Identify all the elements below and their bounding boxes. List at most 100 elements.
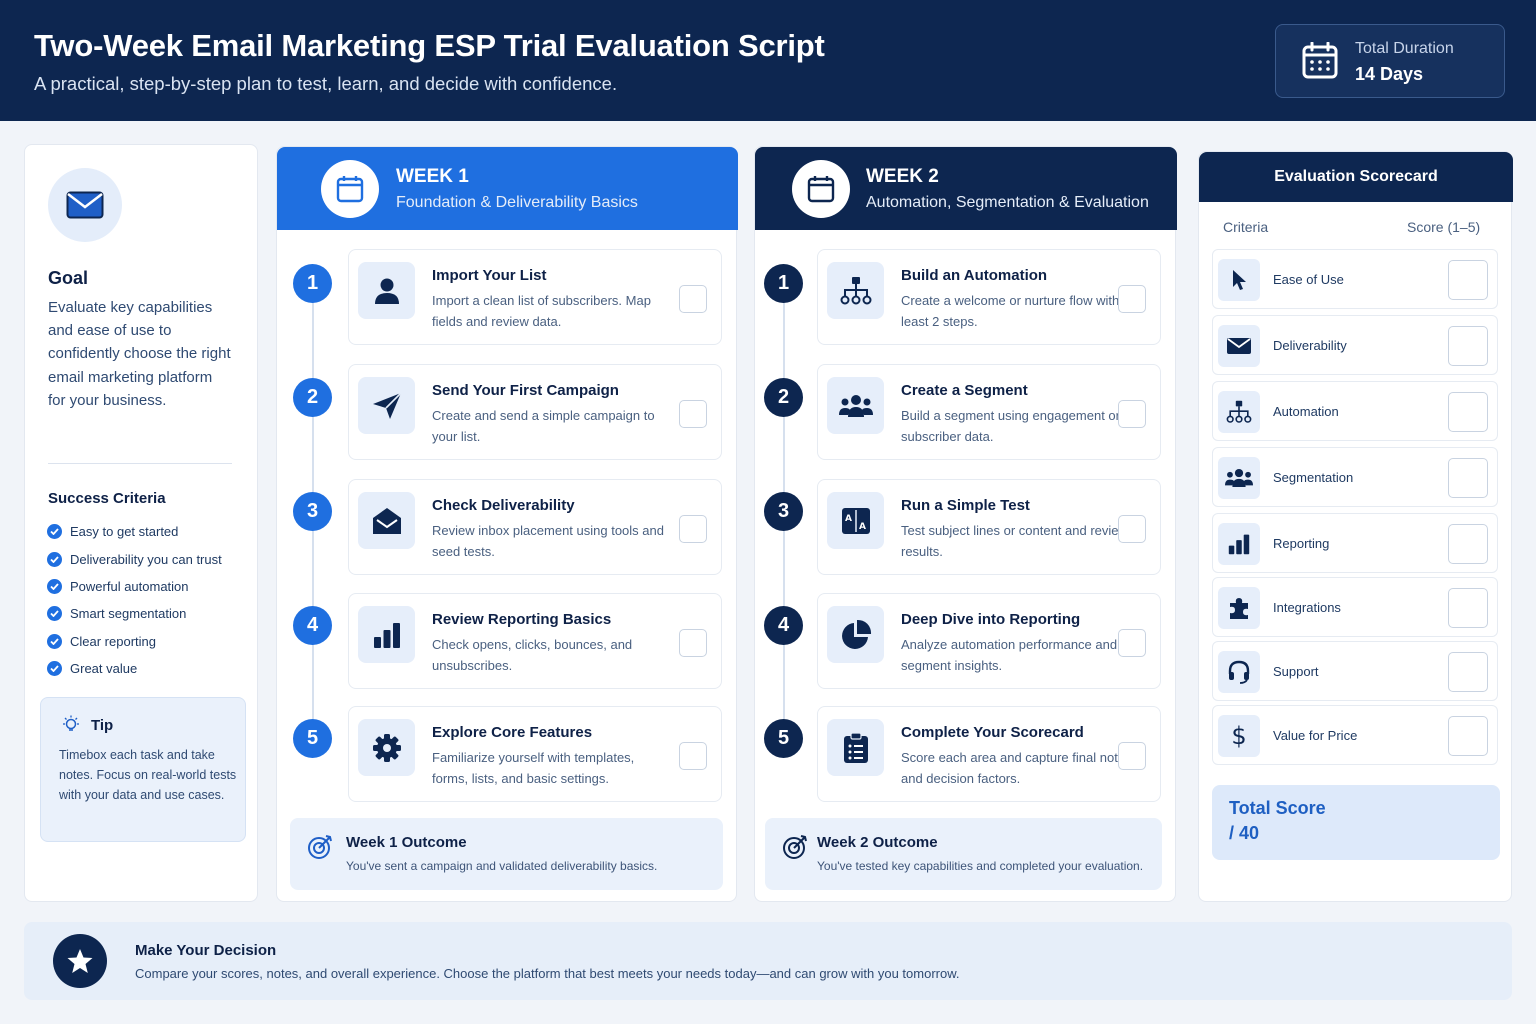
step-card: Send Your First Campaign Create and send… (348, 364, 722, 460)
step-title: Run a Simple Test (901, 497, 1030, 514)
total-score-value: / 40 (1229, 823, 1260, 843)
outcome-title: Week 1 Outcome (346, 834, 467, 851)
step-title: Review Reporting Basics (432, 611, 612, 628)
workflow-icon (1218, 391, 1260, 433)
week2-label: WEEK 2 (866, 166, 939, 187)
list-item: Clear reporting (47, 628, 222, 655)
step-checkbox[interactable] (1118, 400, 1146, 428)
total-score-label: Total Score (1229, 798, 1326, 818)
week2-header: WEEK 2 Automation, Segmentation & Evalua… (755, 147, 1177, 230)
check-circle-icon (47, 606, 62, 622)
decision-banner: Make Your Decision Compare your scores, … (24, 922, 1512, 1000)
step-card: Check Deliverability Review inbox placem… (348, 479, 722, 575)
score-row: Deliverability (1212, 315, 1498, 375)
divider (48, 463, 232, 464)
decision-title: Make Your Decision (135, 942, 277, 959)
column-header-criteria: Criteria (1223, 219, 1269, 235)
criteria-label: Support (1273, 664, 1319, 679)
criteria-label: Value for Price (1273, 728, 1358, 743)
step-checkbox[interactable] (1118, 742, 1146, 770)
duration-label: Total Duration (1355, 40, 1454, 57)
step-card: Deep Dive into Reporting Analyze automat… (817, 593, 1161, 689)
score-input[interactable] (1448, 588, 1488, 628)
criteria-label: Automation (1273, 404, 1339, 419)
score-row: Integrations (1212, 577, 1498, 637)
step-description: Check opens, clicks, bounces, and unsubs… (432, 637, 633, 673)
gear-icon (358, 719, 415, 776)
dollar-icon: $ (1218, 715, 1260, 757)
score-row: Support (1212, 641, 1498, 701)
tip-title: Tip (91, 716, 114, 734)
step-checkbox[interactable] (1118, 629, 1146, 657)
page-subtitle: A practical, step-by-step plan to test, … (34, 73, 618, 94)
scorecard-panel: Evaluation Scorecard Criteria Score (1–5… (1198, 151, 1513, 902)
criteria-label: Smart segmentation (70, 606, 187, 622)
score-input[interactable] (1448, 524, 1488, 564)
step-card: Create a Segment Build a segment using e… (817, 364, 1161, 460)
criteria-label: Deliverability you can trust (70, 551, 222, 567)
step-title: Check Deliverability (432, 497, 575, 514)
step-number: 5 (293, 719, 332, 758)
week2-subtitle: Automation, Segmentation & Evaluation (866, 194, 1149, 211)
criteria-label: Integrations (1273, 600, 1341, 615)
users-icon (827, 377, 884, 434)
score-input[interactable] (1448, 326, 1488, 366)
goal-card: Goal Evaluate key capabilities and ease … (24, 144, 258, 902)
step-description: Familiarize yourself with templates, for… (432, 750, 635, 786)
step-card: Explore Core Features Familiarize yourse… (348, 706, 722, 802)
total-score-box: Total Score / 40 (1212, 785, 1500, 860)
step-title: Send Your First Campaign (432, 382, 619, 399)
outcome-description: You've sent a campaign and validated del… (346, 859, 658, 873)
page-header: Two-Week Email Marketing ESP Trial Evalu… (0, 0, 1536, 121)
step-checkbox[interactable] (1118, 285, 1146, 313)
list-item: Powerful automation (47, 573, 222, 600)
envelope-icon (66, 191, 104, 219)
star-icon (53, 934, 107, 988)
criteria-label: Reporting (1273, 536, 1330, 551)
step-number: 3 (293, 492, 332, 531)
step-checkbox[interactable] (679, 400, 707, 428)
score-input[interactable] (1448, 458, 1488, 498)
outcome-description: You've tested key capabilities and compl… (817, 859, 1144, 873)
step-number: 5 (764, 719, 803, 758)
envelope-icon (1218, 325, 1260, 367)
step-checkbox[interactable] (679, 629, 707, 657)
step-checkbox[interactable] (679, 515, 707, 543)
step-number: 1 (293, 264, 332, 303)
list-item: Deliverability you can trust (47, 545, 222, 572)
step-number: 2 (293, 378, 332, 417)
score-input[interactable] (1448, 716, 1488, 756)
score-input[interactable] (1448, 652, 1488, 692)
score-input[interactable] (1448, 392, 1488, 432)
step-checkbox[interactable] (679, 285, 707, 313)
week1-subtitle: Foundation & Deliverability Basics (396, 194, 638, 211)
success-criteria-title: Success Criteria (48, 490, 166, 507)
outcome-title: Week 2 Outcome (817, 834, 938, 851)
criteria-label: Ease of Use (1273, 272, 1344, 287)
week1-outcome: Week 1 Outcome You've sent a campaign an… (290, 818, 723, 890)
step-number: 2 (764, 378, 803, 417)
step-card: Review Reporting Basics Check opens, cli… (348, 593, 722, 689)
step-description: Build a segment using engagement or subs… (901, 408, 1120, 444)
step-card: Complete Your Scorecard Score each area … (817, 706, 1161, 802)
step-checkbox[interactable] (1118, 515, 1146, 543)
step-title: Deep Dive into Reporting (901, 611, 1081, 628)
score-row: Automation (1212, 381, 1498, 441)
step-title: Create a Segment (901, 382, 1028, 399)
step-checkbox[interactable] (679, 742, 707, 770)
week1-header: WEEK 1 Foundation & Deliverability Basic… (277, 147, 738, 230)
puzzle-icon (1218, 587, 1260, 629)
bar-chart-icon (358, 606, 415, 663)
user-icon (358, 262, 415, 319)
goal-title: Goal (48, 268, 89, 288)
tip-box: Tip Timebox each task and take notes. Fo… (40, 697, 246, 842)
open-envelope-icon (358, 492, 415, 549)
list-item: Easy to get started (47, 518, 222, 545)
step-description: Create and send a simple campaign to you… (432, 408, 655, 444)
step-description: Review inbox placement using tools and s… (432, 523, 664, 559)
check-circle-icon (47, 661, 62, 677)
goal-icon-circle (48, 168, 122, 242)
score-input[interactable] (1448, 260, 1488, 300)
cursor-icon (1218, 259, 1260, 301)
workflow-icon (827, 262, 884, 319)
